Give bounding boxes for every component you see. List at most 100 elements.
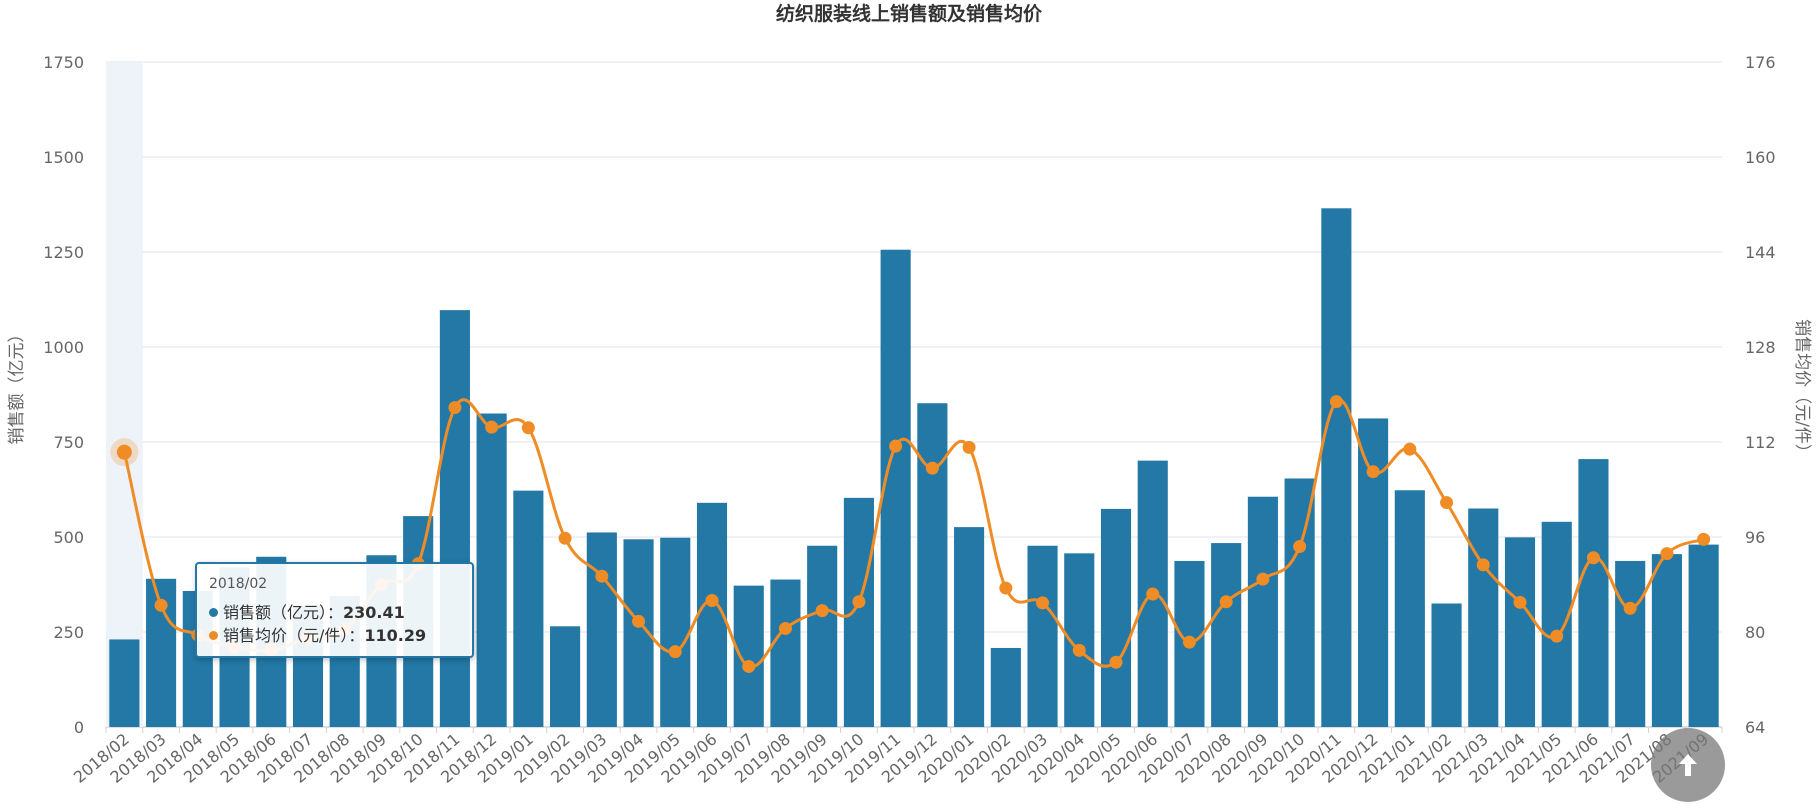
line-point[interactable] (889, 439, 903, 453)
bar[interactable] (954, 527, 985, 727)
hover-highlight (106, 62, 143, 727)
bar[interactable] (550, 626, 581, 727)
series-dot-icon (209, 631, 218, 640)
y-left-tick-label: 1500 (43, 148, 84, 167)
line-point[interactable] (595, 569, 609, 583)
bar[interactable] (1358, 418, 1389, 727)
line-point[interactable] (1256, 572, 1270, 586)
bar[interactable] (1504, 537, 1536, 727)
y-right-tick-label: 160 (1745, 148, 1776, 167)
bar[interactable] (1211, 543, 1242, 727)
bar[interactable] (1468, 508, 1499, 728)
bar[interactable] (586, 532, 617, 727)
bar[interactable] (917, 403, 948, 727)
line-point[interactable] (668, 645, 682, 659)
line-point[interactable] (1513, 595, 1527, 609)
line-point[interactable] (485, 420, 499, 434)
tooltip-row-price: 销售均价（元/件）：110.29 (209, 622, 426, 646)
tooltip-sales-value: 230.41 (343, 603, 405, 622)
line-point[interactable] (1697, 532, 1711, 546)
bar[interactable] (1027, 545, 1058, 727)
bar[interactable] (807, 545, 838, 727)
line-point[interactable] (999, 581, 1013, 595)
line-point[interactable] (1586, 551, 1600, 565)
line-point[interactable] (778, 621, 792, 635)
line-point[interactable] (448, 401, 462, 415)
y-right-tick-label: 176 (1745, 53, 1776, 72)
tooltip: 2018/02 销售额（亿元）：230.41 销售均价（元/件）：110.29 (195, 562, 474, 658)
line-point[interactable] (852, 595, 866, 609)
line-point[interactable] (815, 604, 829, 618)
line-point[interactable] (116, 444, 132, 460)
bar[interactable] (476, 413, 507, 728)
line-point[interactable] (1036, 596, 1050, 610)
line-point[interactable] (1476, 558, 1490, 572)
tooltip-price-value: 110.29 (364, 626, 427, 645)
y-right-tick-label: 64 (1745, 718, 1765, 737)
series-dot-icon (209, 608, 218, 617)
bar[interactable] (109, 639, 140, 727)
x-axis: 2018/022018/032018/042018/052018/062018/… (70, 727, 1723, 787)
y-axis-left: 0 250 500 750 1000 1250 1500 1750 (43, 53, 84, 737)
bar[interactable] (1100, 508, 1132, 727)
scroll-to-top-button[interactable] (1651, 728, 1725, 802)
y-right-tick-label: 112 (1745, 433, 1776, 452)
y-left-tick-label: 1000 (43, 338, 84, 357)
bar[interactable] (1247, 496, 1278, 727)
bar[interactable] (513, 490, 544, 727)
y-axis-right-label: 销售均价（元/件） (1792, 319, 1812, 461)
line-point[interactable] (1440, 496, 1454, 510)
y-right-tick-label: 80 (1745, 623, 1765, 642)
line-point[interactable] (1072, 643, 1086, 657)
bar[interactable] (1688, 544, 1719, 727)
line-point[interactable] (1366, 465, 1380, 479)
y-axis-right: 64 80 96 112 128 144 160 176 (1745, 53, 1776, 737)
line-point[interactable] (1219, 595, 1233, 609)
bar[interactable] (1541, 521, 1572, 727)
bar[interactable] (1321, 208, 1352, 728)
line-point[interactable] (521, 421, 535, 435)
line-point[interactable] (705, 594, 719, 608)
y-left-tick-label: 1750 (43, 53, 84, 72)
y-right-tick-label: 96 (1745, 528, 1765, 547)
line-point[interactable] (154, 598, 168, 612)
arrow-up-icon (1679, 754, 1697, 776)
bar[interactable] (1578, 459, 1609, 727)
bar[interactable] (1394, 490, 1425, 727)
bar[interactable] (660, 537, 691, 727)
line-point[interactable] (1660, 547, 1674, 561)
y-right-tick-label: 144 (1745, 243, 1776, 262)
line-point[interactable] (1550, 629, 1564, 643)
bar[interactable] (990, 647, 1021, 727)
bar[interactable] (1284, 478, 1315, 727)
line-point[interactable] (962, 440, 976, 454)
y-axis-left-label: 销售额（亿元） (7, 326, 27, 445)
bar[interactable] (439, 310, 470, 727)
y-left-tick-label: 500 (53, 528, 84, 547)
bar[interactable] (880, 249, 911, 727)
line-point[interactable] (632, 614, 646, 628)
line-point[interactable] (1146, 587, 1160, 601)
line-point[interactable] (1182, 635, 1196, 649)
y-right-tick-label: 128 (1745, 338, 1776, 357)
tooltip-row-sales: 销售额（亿元）：230.41 (209, 599, 405, 623)
bar[interactable] (1651, 554, 1682, 727)
bar[interactable] (770, 579, 801, 727)
bar[interactable] (843, 497, 874, 727)
y-left-tick-label: 750 (53, 433, 84, 452)
bar[interactable] (1431, 603, 1462, 728)
bar[interactable] (1615, 560, 1646, 727)
line-point[interactable] (1109, 655, 1123, 669)
line-point[interactable] (1293, 540, 1307, 553)
y-left-tick-label: 0 (74, 718, 84, 737)
chart-title: 纺织服装线上销售额及销售均价 (776, 2, 1043, 25)
tooltip-price-label: 销售均价（元/件）： (223, 626, 365, 645)
hover-band (106, 62, 143, 727)
line-point[interactable] (1623, 601, 1637, 615)
line-point[interactable] (742, 659, 756, 673)
bar[interactable] (733, 585, 764, 727)
line-point[interactable] (925, 461, 939, 475)
line-point[interactable] (1329, 395, 1343, 409)
line-point[interactable] (558, 531, 572, 545)
line-point[interactable] (1403, 442, 1417, 456)
